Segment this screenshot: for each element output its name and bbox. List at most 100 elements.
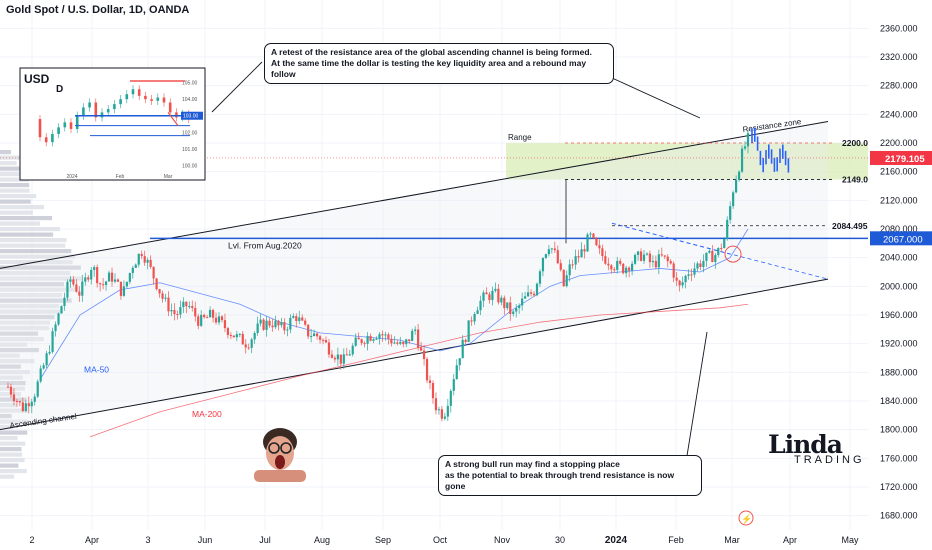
lvl-price-label: 2067.000 (883, 234, 923, 245)
candle-body (247, 347, 250, 349)
candle-body (518, 305, 521, 309)
candle-body (63, 297, 66, 307)
candle-body (529, 292, 533, 294)
candle-body (93, 267, 96, 270)
candle-body (693, 268, 696, 275)
linda-trading-logo: Linda TRADING (768, 430, 862, 470)
candle-body (422, 350, 426, 360)
candle-body (146, 259, 149, 263)
inset-candle-body (38, 119, 42, 138)
volume-profile-bar (0, 221, 41, 226)
candle-body (104, 281, 108, 285)
candle-body (565, 275, 568, 287)
candle-body (259, 319, 262, 324)
candle-body (735, 179, 738, 193)
bottom-callout-pointer (685, 331, 708, 463)
candle-body (732, 192, 735, 207)
price-tick-label: 1880.000 (880, 367, 918, 377)
candle-body (639, 251, 643, 261)
candle-body (532, 293, 536, 296)
volume-profile-bar (0, 430, 28, 435)
price-tick-label: 2320.000 (880, 52, 918, 62)
candle-body (535, 283, 539, 296)
volume-profile-bar (0, 419, 29, 424)
volume-profile-bar (0, 199, 31, 204)
time-axis[interactable]: 2 Apr 3 Jun Jul Aug Sep Oct Nov 30 2024 Feb Mar Apr Ma… (29, 535, 859, 546)
candle-body (27, 403, 30, 407)
candle-body (283, 322, 286, 331)
candle-body (696, 263, 699, 269)
candle-body (675, 277, 678, 281)
candle-body (241, 333, 244, 345)
price-axis[interactable]: 2360.000 2320.000 2280.000 2240.000 2200.000… (868, 0, 932, 530)
volume-profile-bar (0, 320, 50, 325)
candle-body (330, 354, 334, 358)
candle-body (173, 310, 176, 315)
candle-body (321, 339, 325, 341)
candle-body (461, 339, 464, 359)
candle-body (494, 288, 497, 291)
candle-body (75, 284, 78, 292)
inset-tick-label: 104.00 (182, 97, 198, 103)
range-zone (506, 143, 868, 180)
candle-body (390, 338, 393, 344)
channel-lower-line (0, 278, 829, 431)
candle-body (318, 336, 322, 340)
candle-body (595, 237, 598, 246)
candle-body (110, 272, 114, 282)
candle-body (524, 296, 527, 299)
candle-body (458, 358, 461, 366)
current-price-label: 2179.105 (885, 154, 925, 165)
volume-profile-bar (0, 315, 55, 320)
inset-candle-body (175, 112, 178, 118)
candle-body (604, 256, 607, 264)
candle-body (188, 306, 191, 308)
candle-body (161, 293, 164, 299)
ma50-line (39, 228, 749, 380)
candle-body (179, 307, 182, 315)
time-tick-label: 30 (555, 535, 565, 545)
candle-body (363, 343, 366, 345)
candle-body (116, 279, 120, 282)
candle-body (405, 339, 408, 345)
candle-body (402, 341, 405, 345)
inset-time-label: 2024 (66, 174, 77, 180)
candle-body (449, 390, 452, 406)
candle-body (473, 313, 476, 322)
candle-body (512, 311, 515, 314)
candle-body (476, 310, 479, 314)
candle-body (636, 251, 640, 255)
volume-profile-bar (0, 403, 17, 408)
volume-profile-bar (0, 265, 81, 270)
candle-body (431, 382, 435, 399)
ma200-label: MA-200 (192, 409, 222, 419)
volume-profile-bar (0, 331, 39, 336)
volume-profile-bar (0, 188, 30, 193)
candle-body (274, 320, 277, 328)
candle-body (200, 314, 203, 326)
volume-profile-bar (0, 436, 18, 441)
candle-body (419, 347, 423, 351)
candle-body (128, 273, 131, 282)
price-tick-label: 2280.000 (880, 81, 918, 91)
candle-body (642, 254, 646, 261)
time-tick-label: Jun (198, 535, 213, 545)
time-tick-label: 3 (145, 535, 150, 545)
candle-body (345, 354, 348, 356)
volume-profile-bar (0, 353, 20, 358)
volume-profile-bar (0, 452, 23, 457)
candle-body (336, 354, 339, 360)
volume-profile-bar (0, 342, 28, 347)
candle-body (497, 288, 500, 303)
candle-body (229, 335, 232, 337)
candle-body (622, 263, 625, 274)
candle-body (538, 271, 542, 284)
candle-body (15, 400, 19, 402)
price-tick-label: 1800.000 (880, 425, 918, 435)
candle-body (479, 300, 482, 311)
inset-candle-body (125, 94, 129, 100)
candle-body (6, 386, 10, 388)
candle-body (206, 317, 209, 319)
candle-body (149, 259, 152, 267)
candle-body (399, 341, 402, 344)
